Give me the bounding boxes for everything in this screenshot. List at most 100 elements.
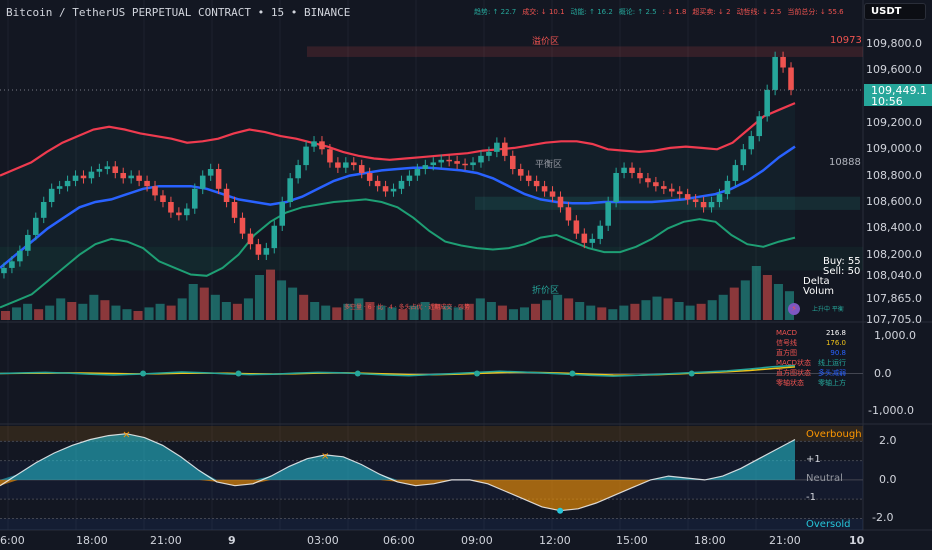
ticker-item: 趋势: ↑ 22.7 bbox=[474, 8, 517, 16]
volume-bar bbox=[188, 284, 198, 320]
symbol-title[interactable]: Bitcoin / TetherUS PERPETUAL CONTRACT • … bbox=[6, 6, 351, 19]
candle-body bbox=[438, 159, 445, 163]
candle-body bbox=[525, 175, 532, 181]
candle-body bbox=[676, 191, 683, 195]
volume-bar bbox=[420, 302, 430, 320]
time-tick-label: 06:00 bbox=[383, 534, 415, 547]
currency-button[interactable]: USDT bbox=[864, 3, 926, 20]
osc-minus1-label: -1 bbox=[806, 492, 816, 504]
osc-positive-area bbox=[0, 433, 795, 480]
time-tick-label: 03:00 bbox=[307, 534, 339, 547]
candle-body bbox=[56, 186, 63, 189]
candle-body bbox=[446, 159, 452, 162]
candle-body bbox=[160, 195, 166, 202]
volume-bar bbox=[564, 298, 574, 320]
high-level-label: 10973 bbox=[830, 35, 862, 46]
candle-body bbox=[756, 116, 763, 137]
time-tick-label: 18:00 bbox=[694, 534, 726, 547]
volume-bar bbox=[166, 305, 176, 320]
macd-table-label: 直方图 bbox=[776, 349, 797, 357]
candle-body bbox=[780, 56, 786, 68]
volume-bar bbox=[332, 307, 342, 320]
price-tick-label: 109,000.0 bbox=[866, 142, 922, 156]
lightning-icon[interactable]: ⚡ bbox=[788, 303, 800, 315]
ticker-item: 动能: ↑ 16.2 bbox=[570, 8, 613, 16]
macd-line bbox=[0, 364, 796, 377]
volume-bar bbox=[762, 275, 772, 320]
candle-body bbox=[645, 178, 651, 183]
macd-table-value: 176.0 bbox=[825, 339, 846, 347]
volume-bar bbox=[707, 300, 717, 320]
volume-bar bbox=[608, 309, 618, 320]
candle-body bbox=[191, 188, 198, 209]
macd-table-label: 零轴状态 bbox=[776, 379, 804, 387]
time-tick-label: 18:00 bbox=[76, 534, 108, 547]
candle-body bbox=[708, 201, 715, 208]
volume-bar bbox=[365, 302, 375, 320]
candle-body bbox=[549, 191, 556, 197]
candle-body bbox=[748, 136, 755, 150]
candle-body bbox=[494, 142, 500, 152]
macd-table-value: 90.8 bbox=[830, 349, 846, 357]
volume-bar bbox=[232, 303, 242, 320]
osc-overbought-label: Overbough bbox=[806, 428, 862, 440]
macd-cross-dot bbox=[140, 370, 147, 377]
candle-body bbox=[64, 180, 71, 187]
macd-table-label: MACD状态 bbox=[776, 359, 811, 367]
volume-bar bbox=[519, 307, 529, 320]
volume-bar bbox=[718, 294, 728, 320]
price-tick-label: 109,800.0 bbox=[866, 36, 922, 50]
candle-body bbox=[589, 238, 596, 243]
macd-table-row: 零轴状态 零轴上方 bbox=[776, 378, 846, 388]
candle-body bbox=[88, 171, 95, 179]
candle-body bbox=[478, 155, 484, 163]
volume-bar bbox=[729, 287, 739, 320]
volume-bar bbox=[243, 298, 253, 320]
candle-body bbox=[414, 169, 421, 176]
macd-tick-label: 0.0 bbox=[874, 366, 892, 380]
osc-tick-label: 0.0 bbox=[879, 472, 897, 486]
macd-table-row: 信号线 176.0 bbox=[776, 338, 846, 348]
macd-table-label: 直方图状态 bbox=[776, 369, 811, 377]
candle-body bbox=[176, 212, 182, 216]
candle-body bbox=[25, 234, 31, 251]
volume-bar bbox=[155, 303, 165, 320]
volume-bar bbox=[464, 303, 474, 320]
volume-bar bbox=[277, 280, 287, 320]
volume-bar bbox=[597, 307, 607, 320]
equilibrium-zone-label: 平衡区 bbox=[535, 160, 563, 170]
candle-body bbox=[152, 186, 158, 196]
candle-body bbox=[486, 151, 492, 156]
candle-body bbox=[327, 149, 333, 163]
candle-body bbox=[724, 180, 731, 195]
discount-zone-label: 折价区 bbox=[532, 286, 560, 296]
osc-peak-marker: × bbox=[122, 430, 130, 441]
candle-body bbox=[215, 169, 222, 189]
volume-bar bbox=[575, 302, 585, 320]
candle-body bbox=[287, 178, 293, 202]
candle-body bbox=[128, 175, 134, 179]
volume-bar bbox=[343, 303, 353, 320]
time-tick-label: 12:00 bbox=[539, 534, 571, 547]
osc-plus1-label: +1 bbox=[806, 453, 821, 465]
volume-bar bbox=[398, 309, 408, 320]
volume-bar bbox=[652, 296, 662, 320]
candle-body bbox=[470, 162, 476, 166]
macd-table-row: MACD 216.8 bbox=[776, 328, 846, 338]
time-tick-label: 10 bbox=[849, 534, 865, 547]
ticker-item: 概论: ↑ 2.5 bbox=[618, 8, 657, 16]
volume-bar bbox=[133, 311, 143, 320]
candle-body bbox=[9, 261, 15, 268]
price-tick-label: 109,200.0 bbox=[866, 115, 922, 129]
price-tick-label: 108,200.0 bbox=[866, 247, 922, 261]
upper-band-line bbox=[0, 102, 796, 177]
volume-bar bbox=[641, 300, 651, 320]
volume-bar bbox=[12, 307, 22, 320]
volume-bar bbox=[321, 305, 331, 320]
volume-bar bbox=[542, 300, 552, 320]
candle-body bbox=[788, 67, 794, 90]
candle-body bbox=[144, 180, 150, 187]
macd-table-row: 直方图 90.8 bbox=[776, 348, 846, 358]
candle-body bbox=[390, 188, 397, 192]
